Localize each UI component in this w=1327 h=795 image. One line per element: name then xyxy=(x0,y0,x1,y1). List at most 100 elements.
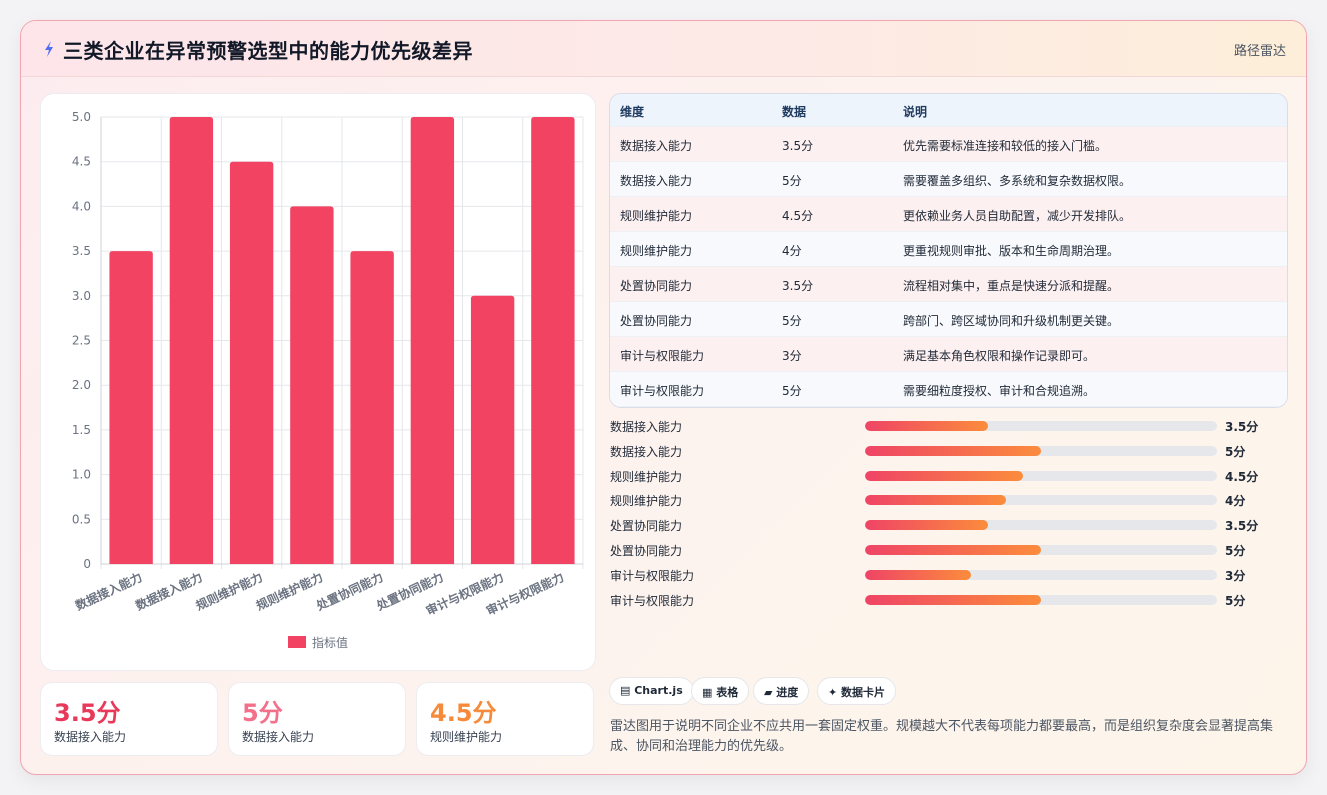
y-tick-label: 4.0 xyxy=(72,199,91,213)
progress-row: 审计与权限能力 3分 xyxy=(610,565,1270,585)
progress-track xyxy=(865,569,1217,580)
table-row: 规则维护能力 4分 更重视规则审批、版本和生命周期治理。 xyxy=(610,232,1287,267)
tag-label: 表格 xyxy=(716,686,739,699)
progress-row: 审计与权限能力 5分 xyxy=(610,590,1270,610)
progress-value: 4.5分 xyxy=(1225,469,1259,484)
x-tick-label: 数据接入能力 xyxy=(73,569,145,613)
table-cell: 5分 xyxy=(782,314,802,328)
table-cell: 需要覆盖多组织、多系统和复杂数据权限。 xyxy=(903,174,1132,188)
table-cell: 数据接入能力 xyxy=(620,139,693,153)
table-cell: 3.5分 xyxy=(782,139,814,153)
progress-row: 规则维护能力 4分 xyxy=(610,490,1270,510)
progress-value: 4分 xyxy=(1225,494,1246,509)
tag-chip[interactable]: ▰ 进度 xyxy=(753,677,810,705)
progress-fill xyxy=(865,594,1041,605)
y-tick-label: 0 xyxy=(83,557,91,571)
y-tick-label: 1.5 xyxy=(72,423,91,437)
progress-fill xyxy=(865,520,989,531)
progress-fill xyxy=(865,445,1041,456)
y-tick-label: 5.0 xyxy=(72,110,91,124)
table-row: 审计与权限能力 3分 满足基本角色权限和操作记录即可。 xyxy=(610,337,1287,372)
progress-row: 处置协同能力 5分 xyxy=(610,540,1270,560)
stat-card: 3.5分数据接入能力 xyxy=(40,682,218,756)
y-tick-label: 2.0 xyxy=(72,378,91,392)
y-tick-label: 2.5 xyxy=(72,334,91,348)
stat-value: 5分 xyxy=(242,699,283,727)
progress-label: 审计与权限能力 xyxy=(610,568,695,583)
column-header: 说明 xyxy=(903,105,928,119)
dashboard-card: 三类企业在异常预警选型中的能力优先级差异 路径雷达 0 0.5 1.0 1.5 2.0 2… xyxy=(20,20,1307,775)
y-tick-label: 0.5 xyxy=(72,512,91,526)
table-row: 数据接入能力 5分 需要覆盖多组织、多系统和复杂数据权限。 xyxy=(610,162,1287,197)
progress-value: 5分 xyxy=(1225,544,1246,558)
table-cell: 处置协同能力 xyxy=(620,279,693,293)
table-cell: 需要细粒度授权、审计和合规追溯。 xyxy=(903,384,1096,398)
progress-row: 处置协同能力 3.5分 xyxy=(610,515,1270,535)
table-cell: 满足基本角色权限和操作记录即可。 xyxy=(903,349,1096,363)
progress-row: 规则维护能力 4.5分 xyxy=(610,466,1270,486)
progress-label: 数据接入能力 xyxy=(610,420,683,434)
table-row: 审计与权限能力 5分 需要细粒度授权、审计和合规追溯。 xyxy=(610,372,1287,407)
table-cell: 数据接入能力 xyxy=(620,174,693,188)
description-text: 雷达图用于说明不同企业不应共用一套固定权重。规模越大不代表每项能力都要最高，而是… xyxy=(610,719,1274,754)
y-tick-label: 1.0 xyxy=(72,468,91,482)
tag-chip[interactable]: ▦ 表格 xyxy=(691,677,750,705)
progress-value: 3.5分 xyxy=(1225,519,1259,534)
bar[interactable] xyxy=(229,161,274,564)
y-tick-label: 3.0 xyxy=(72,289,91,303)
stat-value: 3.5分 xyxy=(54,699,121,727)
table-icon: ▦ xyxy=(702,686,717,699)
tag-label: Chart.js xyxy=(634,684,683,697)
progress-value: 3分 xyxy=(1225,568,1246,583)
bar[interactable] xyxy=(290,206,334,564)
table-cell: 更重视规则审批、版本和生命周期治理。 xyxy=(903,244,1120,258)
chart-legend[interactable]: 指标值 xyxy=(288,635,348,650)
progress-label: 审计与权限能力 xyxy=(610,593,695,608)
progress-track xyxy=(865,421,1217,431)
header-right-label: 路径雷达 xyxy=(1233,44,1286,59)
bar-chart-panel: 0 0.5 1.0 1.5 2.0 2.5 3.0 3.5 4.0 4.5 5.0 数据接入能力 数据接… xyxy=(40,93,596,671)
y-tick-label: 3.5 xyxy=(72,244,91,258)
chart-icon: ▤ xyxy=(620,684,635,697)
stat-label: 规则维护能力 xyxy=(430,730,503,744)
progress-row: 数据接入能力 5分 xyxy=(610,441,1270,461)
table-cell: 5分 xyxy=(782,174,802,188)
table-cell: 规则维护能力 xyxy=(620,244,693,258)
bar[interactable] xyxy=(470,295,515,564)
stat-card: 5分 数据接入能力 xyxy=(228,682,406,756)
tag-label: 进度 xyxy=(776,686,799,699)
table-cell: 3.5分 xyxy=(782,279,814,293)
progress-track xyxy=(865,545,1217,555)
progress-fill xyxy=(865,569,971,580)
x-tick-label: 规则维护能力 xyxy=(193,569,265,613)
progress-track xyxy=(865,594,1217,605)
column-header: 维度 xyxy=(620,105,645,119)
progress-fill xyxy=(865,545,1041,555)
tag-chip[interactable]: ✦ 数据卡片 xyxy=(817,677,897,705)
table-row: 规则维护能力 4.5分 更依赖业务人员自助配置，减少开发排队。 xyxy=(610,197,1287,232)
bar[interactable] xyxy=(410,117,455,564)
progress-track xyxy=(865,470,1217,481)
table-cell: 5分 xyxy=(782,384,802,398)
table-cell: 流程相对集中，重点是快速分派和提醒。 xyxy=(903,279,1120,293)
bar[interactable] xyxy=(169,117,214,564)
tag-chip[interactable]: ▤ Chart.js xyxy=(609,677,694,705)
progress-track xyxy=(865,495,1217,506)
table-cell: 4分 xyxy=(782,244,802,258)
table-header: 维度 数据 说明 xyxy=(610,94,1287,127)
table-row: 处置协同能力 5分 跨部门、跨区域协同和升级机制更关键。 xyxy=(610,302,1287,337)
progress-fill xyxy=(865,495,1006,506)
data-table: 维度 数据 说明 数据接入能力 3.5分 优先需要标准连接和较低的接入门槛。 数据接入能力 5… xyxy=(609,93,1288,408)
table-cell: 处置协同能力 xyxy=(620,314,693,328)
bar[interactable] xyxy=(531,117,575,564)
lightning-icon xyxy=(45,41,53,57)
progress-label: 数据接入能力 xyxy=(610,444,683,459)
bar-chart: 0 0.5 1.0 1.5 2.0 2.5 3.0 3.5 4.0 4.5 5.0 数据接入能力数据接… xyxy=(72,110,584,650)
stat-label: 数据接入能力 xyxy=(54,730,127,744)
table-cell: 审计与权限能力 xyxy=(620,384,705,398)
bar[interactable] xyxy=(350,251,394,564)
bar[interactable] xyxy=(109,251,153,564)
table-cell: 3分 xyxy=(782,349,802,363)
legend-swatch xyxy=(288,636,306,648)
stat-card: 4.5分 规则维护能力 xyxy=(416,682,594,756)
